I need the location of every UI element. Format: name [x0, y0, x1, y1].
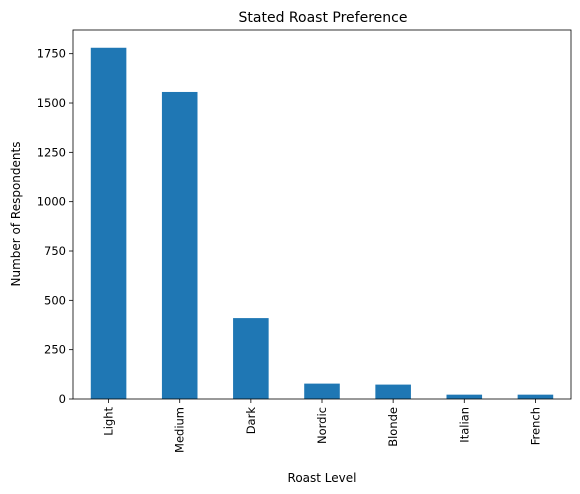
- y-tick-label: 250: [44, 343, 66, 357]
- bar-light: [90, 47, 127, 399]
- x-tick-label-dark: Dark: [244, 407, 258, 435]
- y-tick-label: 750: [44, 244, 66, 258]
- y-tick-label: 1500: [37, 96, 66, 110]
- bar-dark: [233, 318, 269, 399]
- bar-french: [517, 394, 554, 399]
- bars-group: [90, 47, 554, 400]
- chart-title: Stated Roast Preference: [239, 10, 408, 26]
- y-axis-label: Number of Respondents: [9, 142, 23, 287]
- x-tick-label-light: Light: [102, 407, 116, 436]
- y-tick-label: 1750: [37, 47, 66, 61]
- bar-medium: [161, 91, 198, 400]
- y-tick-label: 1250: [37, 145, 66, 159]
- x-tick-label-blonde: Blonde: [386, 407, 400, 447]
- x-axis-ticks: Light Medium Dark Nordic Blonde Italian French: [102, 399, 542, 453]
- x-tick-label-medium: Medium: [173, 407, 187, 453]
- y-tick-label: 0: [59, 392, 66, 406]
- x-tick-label-nordic: Nordic: [315, 407, 329, 444]
- y-tick-label: 500: [44, 293, 66, 307]
- x-tick-label-french: French: [528, 407, 542, 445]
- plot-frame: [72, 29, 572, 400]
- x-axis-label: Roast Level: [288, 471, 357, 485]
- y-axis-ticks: 0 250 500 750 1000 1250 1500 1750: [37, 47, 73, 406]
- bar-blonde: [375, 384, 411, 399]
- x-tick-label-italian: Italian: [457, 407, 471, 443]
- y-tick-label: 1000: [37, 195, 66, 209]
- bar-italian: [446, 394, 483, 399]
- bar-nordic: [304, 383, 340, 399]
